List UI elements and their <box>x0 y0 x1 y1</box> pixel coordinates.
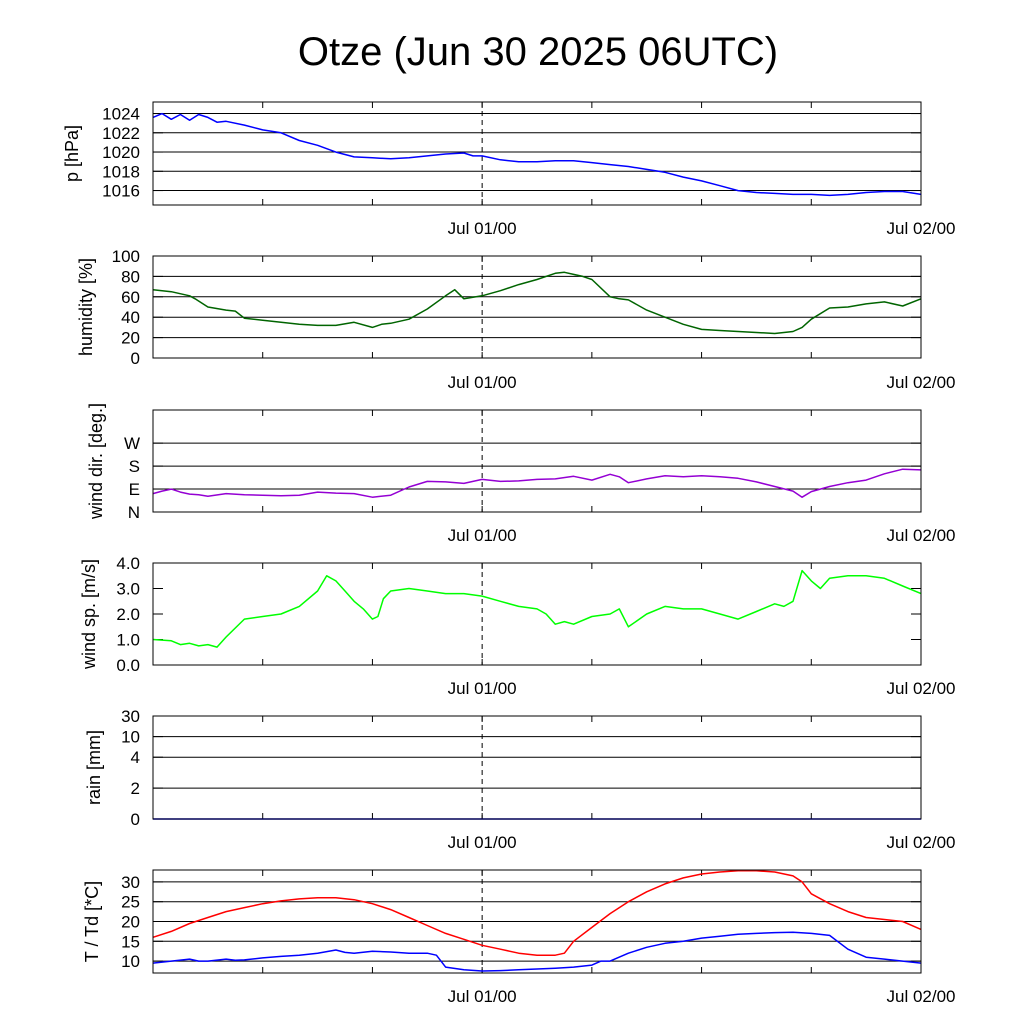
wind_speed-xtick-label: Jul 01/00 <box>448 679 517 698</box>
humidity-ytick-label: 100 <box>112 247 140 266</box>
temperature-ytick-label: 30 <box>121 873 140 892</box>
temperature-xtick-label: Jul 01/00 <box>448 987 517 1006</box>
pressure-ytick-label: 1016 <box>102 182 140 201</box>
wind_direction-ytick-label: N <box>128 503 140 522</box>
humidity-ytick-label: 60 <box>121 288 140 307</box>
pressure-ytick-label: 1024 <box>102 105 140 124</box>
chart-title: Otze (Jun 30 2025 06UTC) <box>298 30 778 74</box>
wind_direction-ylabel: wind dir. [deg.] <box>86 403 106 520</box>
wind_speed-frame <box>152 562 922 666</box>
pressure-xtick-label: Jul 02/00 <box>887 219 956 238</box>
pressure-ytick-label: 1018 <box>102 162 140 181</box>
wind_speed-ytick-label: 2.0 <box>116 605 140 624</box>
wind_speed-xtick-label: Jul 02/00 <box>887 679 956 698</box>
wind_direction-frame <box>152 409 922 513</box>
wind_speed-series-line-0 <box>152 569 922 648</box>
wind_speed-ytick-label: 1.0 <box>116 631 140 650</box>
wind_direction-series-line-0 <box>152 468 922 498</box>
pressure-xtick-label: Jul 01/00 <box>448 219 517 238</box>
humidity-xtick-label: Jul 02/00 <box>887 373 956 392</box>
temperature-ytick-label: 25 <box>121 893 140 912</box>
temperature-ytick-label: 15 <box>121 932 140 951</box>
wind_direction-ytick-label: S <box>129 457 140 476</box>
humidity-ytick-label: 0 <box>131 349 140 368</box>
temperature-series-line-1 <box>152 931 922 972</box>
rain-ytick-label: 4 <box>131 748 140 767</box>
rain-ylabel: rain [mm] <box>84 730 104 805</box>
humidity-ylabel: humidity [%] <box>76 258 96 356</box>
temperature-ytick-label: 20 <box>121 913 140 932</box>
wind_direction-xtick-label: Jul 01/00 <box>448 526 517 545</box>
humidity-ytick-label: 40 <box>121 308 140 327</box>
pressure-ytick-label: 1022 <box>102 124 140 143</box>
rain-ytick-label: 10 <box>121 728 140 747</box>
rain-xtick-label: Jul 01/00 <box>448 833 517 852</box>
wind_speed-ytick-label: 0.0 <box>116 656 140 675</box>
rain-ytick-label: 30 <box>121 707 140 726</box>
temperature-ylabel: T / Td [*C] <box>82 881 102 962</box>
rain-ytick-label: 2 <box>131 779 140 798</box>
humidity-ytick-label: 20 <box>121 329 140 348</box>
humidity-frame <box>152 255 922 359</box>
wind_direction-ytick-label: E <box>129 480 140 499</box>
temperature-series-line-0 <box>152 870 922 956</box>
humidity-series-line-0 <box>152 271 922 335</box>
pressure-series-line-0 <box>152 112 922 197</box>
humidity-xtick-label: Jul 01/00 <box>448 373 517 392</box>
wind_speed-ylabel: wind sp. [m/s] <box>79 559 99 670</box>
rain-ytick-label: 0 <box>131 810 140 829</box>
rain-frame <box>152 715 922 820</box>
pressure-ytick-label: 1020 <box>102 143 140 162</box>
wind_direction-ytick-label: W <box>124 434 140 453</box>
pressure-frame <box>152 101 922 206</box>
wind_speed-ytick-label: 3.0 <box>116 580 140 599</box>
temperature-xtick-label: Jul 02/00 <box>887 987 956 1006</box>
rain-xtick-label: Jul 02/00 <box>887 833 956 852</box>
temperature-frame <box>152 869 922 974</box>
humidity-ytick-label: 80 <box>121 267 140 286</box>
wind_speed-ytick-label: 4.0 <box>116 554 140 573</box>
temperature-ytick-label: 10 <box>121 952 140 971</box>
wind_direction-xtick-label: Jul 02/00 <box>887 526 956 545</box>
pressure-ylabel: p [hPa] <box>62 125 82 182</box>
